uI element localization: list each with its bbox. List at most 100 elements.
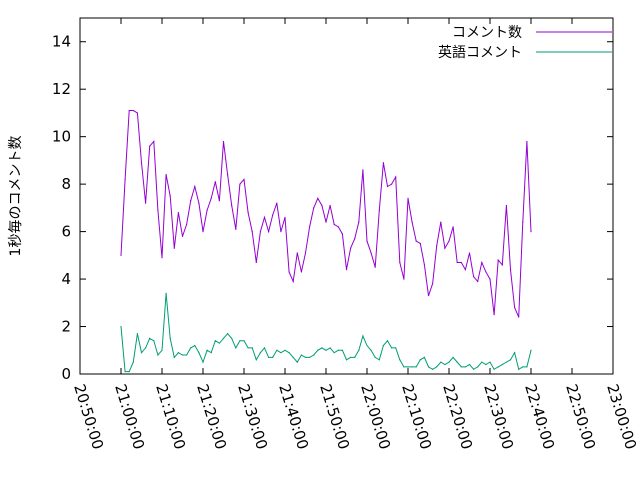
data-point bbox=[386, 185, 389, 188]
data-point bbox=[325, 221, 327, 223]
series-points-0 bbox=[120, 109, 532, 318]
x-tick-label: 21:10:00 bbox=[152, 382, 189, 452]
data-point bbox=[514, 306, 516, 309]
data-point bbox=[247, 212, 249, 214]
data-point bbox=[382, 344, 384, 347]
data-point bbox=[128, 109, 130, 112]
data-point bbox=[370, 349, 372, 351]
x-tick-label: 22:50:00 bbox=[562, 382, 599, 452]
data-point bbox=[370, 252, 372, 254]
x-tick-label: 21:50:00 bbox=[316, 382, 353, 452]
data-point bbox=[526, 366, 528, 368]
x-tick-label: 21:40:00 bbox=[275, 382, 312, 452]
data-point bbox=[423, 264, 425, 266]
data-point bbox=[468, 363, 471, 366]
data-point bbox=[391, 347, 393, 349]
data-point bbox=[505, 361, 507, 363]
data-point bbox=[304, 356, 307, 358]
data-point bbox=[415, 240, 417, 242]
data-point bbox=[165, 174, 167, 176]
data-point bbox=[145, 202, 147, 204]
data-point bbox=[350, 356, 352, 358]
data-point bbox=[296, 252, 298, 254]
data-point bbox=[407, 366, 409, 368]
data-point bbox=[366, 240, 368, 242]
data-point bbox=[255, 261, 257, 264]
data-point bbox=[509, 268, 512, 271]
x-tick-label: 22:30:00 bbox=[480, 382, 517, 452]
data-point bbox=[165, 292, 167, 294]
data-point bbox=[239, 183, 241, 185]
series-line-0 bbox=[120, 110, 532, 318]
x-tick-label: 21:30:00 bbox=[234, 382, 271, 452]
data-point bbox=[243, 178, 245, 180]
data-point bbox=[411, 221, 413, 223]
data-point bbox=[497, 259, 499, 261]
data-point bbox=[427, 366, 430, 368]
data-point bbox=[259, 352, 261, 354]
data-point bbox=[263, 216, 266, 218]
data-point bbox=[132, 361, 134, 363]
data-point bbox=[493, 314, 495, 316]
data-point bbox=[161, 349, 163, 351]
data-point bbox=[481, 261, 483, 264]
data-point bbox=[362, 335, 364, 337]
data-point bbox=[124, 178, 126, 180]
data-point bbox=[358, 221, 360, 223]
data-point bbox=[280, 231, 282, 233]
data-point bbox=[456, 261, 458, 264]
data-point bbox=[354, 356, 356, 358]
data-point bbox=[509, 359, 512, 361]
data-point bbox=[382, 162, 384, 164]
data-point bbox=[227, 174, 229, 176]
data-point bbox=[530, 349, 532, 351]
data-point bbox=[432, 283, 434, 285]
data-point bbox=[276, 349, 278, 351]
data-point bbox=[288, 271, 290, 273]
data-point bbox=[345, 359, 348, 361]
data-point bbox=[284, 349, 286, 351]
data-point bbox=[202, 231, 204, 233]
x-tick-label: 22:10:00 bbox=[398, 382, 435, 452]
data-point bbox=[374, 266, 376, 268]
data-point bbox=[263, 347, 266, 349]
data-point bbox=[198, 352, 200, 354]
y-tick-label: 10 bbox=[52, 128, 71, 146]
data-point bbox=[190, 200, 192, 202]
data-point bbox=[354, 238, 356, 240]
data-point bbox=[177, 352, 179, 354]
y-tick-label: 6 bbox=[61, 223, 71, 241]
x-tick-label: 20:50:00 bbox=[70, 382, 107, 452]
data-point bbox=[341, 233, 343, 235]
data-point bbox=[333, 352, 335, 354]
data-point bbox=[526, 140, 528, 143]
x-tick-label: 23:00:00 bbox=[603, 382, 640, 452]
data-point bbox=[222, 337, 225, 339]
data-point bbox=[210, 197, 212, 199]
data-point bbox=[489, 361, 491, 363]
y-tick-label: 0 bbox=[61, 365, 71, 383]
data-point bbox=[313, 207, 315, 209]
data-point bbox=[268, 356, 270, 358]
data-point bbox=[391, 183, 393, 185]
data-point bbox=[280, 352, 282, 354]
data-point bbox=[276, 202, 278, 204]
data-point bbox=[432, 368, 434, 370]
plot-frame bbox=[79, 17, 614, 375]
data-point bbox=[362, 169, 364, 171]
data-point bbox=[468, 252, 471, 254]
data-point bbox=[149, 145, 151, 147]
data-point bbox=[272, 214, 274, 216]
data-point bbox=[403, 278, 405, 280]
data-point bbox=[464, 268, 466, 271]
data-point bbox=[194, 185, 196, 188]
data-point bbox=[448, 240, 450, 242]
data-point bbox=[415, 366, 417, 368]
data-point bbox=[202, 361, 204, 363]
data-point bbox=[518, 368, 520, 370]
data-point bbox=[477, 280, 479, 283]
data-point bbox=[378, 359, 380, 361]
data-point bbox=[206, 349, 208, 351]
